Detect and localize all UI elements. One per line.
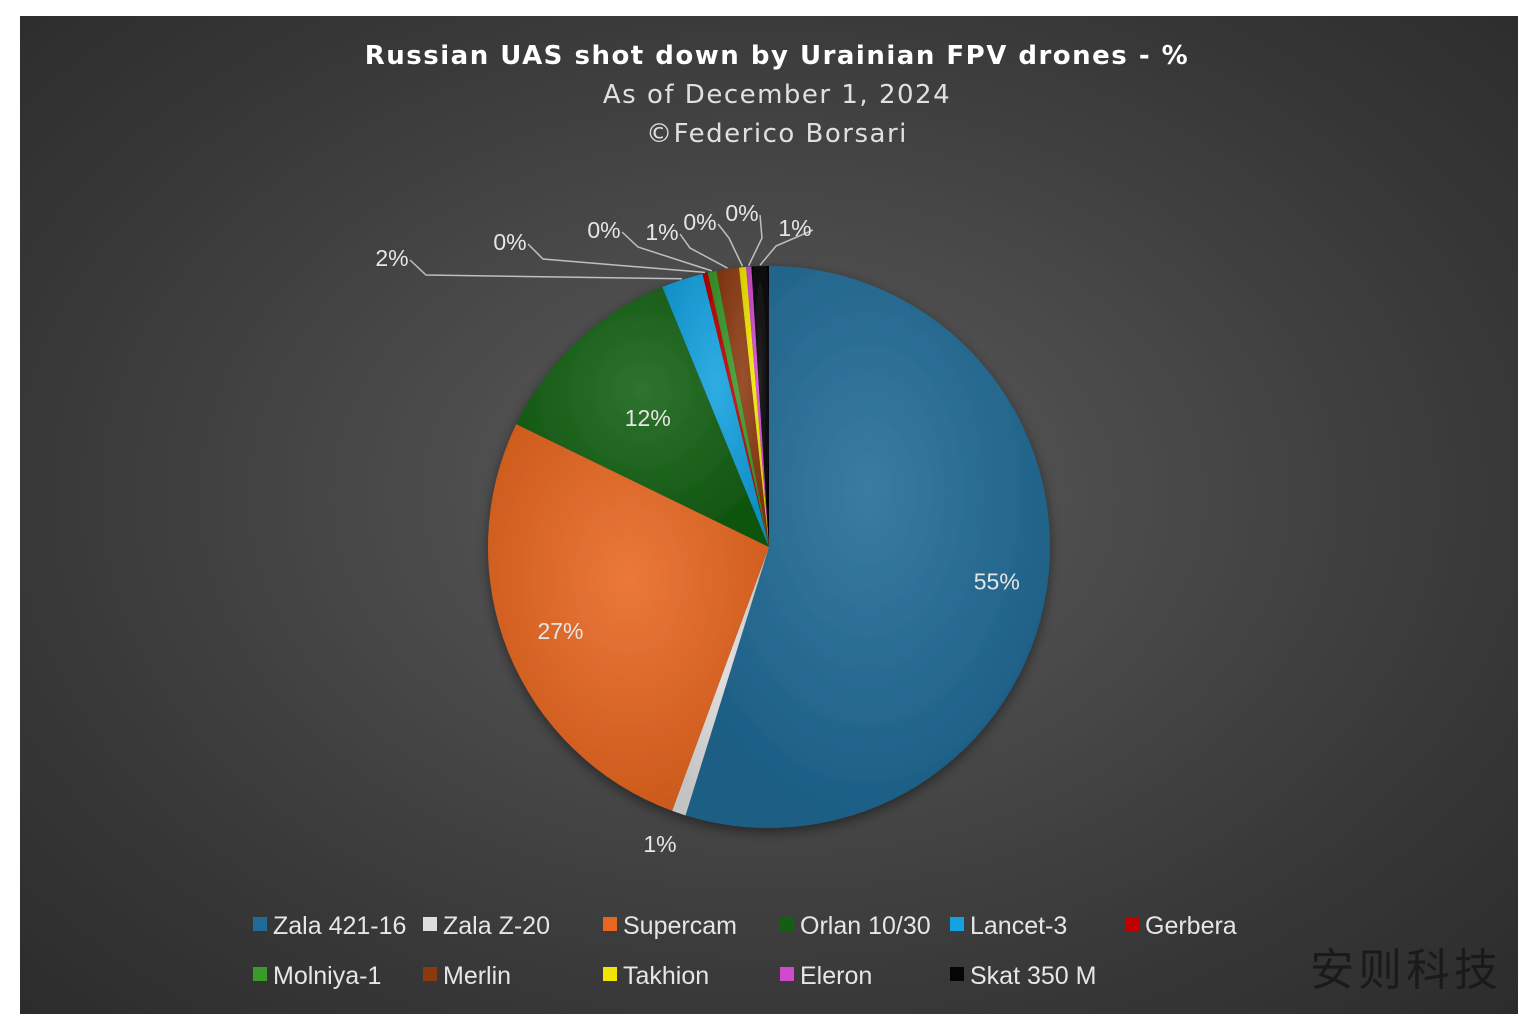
legend-item-lancet-3: Lancet-3 <box>950 912 1067 940</box>
leader-line-lancet-3 <box>409 259 682 280</box>
legend-item-eleron: Eleron <box>780 962 872 990</box>
legend-item-skat-350-m: Skat 350 M <box>950 962 1096 990</box>
data-label-zala-421-16: 55% <box>974 569 1020 595</box>
legend-item-zala-z-20: Zala Z-20 <box>423 912 550 940</box>
data-label-zala-z-20: 1% <box>643 831 676 857</box>
legend-swatch-takhion <box>603 967 617 981</box>
legend-label-zala-z-20: Zala Z-20 <box>443 912 550 940</box>
leader-line-gerbera <box>527 243 705 274</box>
legend-label-supercam: Supercam <box>623 912 737 940</box>
data-label-skat-350-m: 1% <box>778 215 811 241</box>
data-label-lancet-3: 2% <box>375 245 408 271</box>
legend-swatch-supercam <box>603 917 617 931</box>
legend-label-eleron: Eleron <box>800 962 872 990</box>
data-label-molniya-1: 0% <box>587 217 620 243</box>
legend-swatch-zala-421-16 <box>253 917 267 931</box>
pie-slice-shade-takhion <box>739 266 769 547</box>
legend-swatch-orlan-10-30 <box>780 917 794 931</box>
legend-swatch-molniya-1 <box>253 967 267 981</box>
pie-slice-shade-zala-z-20 <box>672 547 769 816</box>
data-label-merlin: 1% <box>645 219 678 245</box>
pie-slice-shade-supercam <box>488 424 769 811</box>
chart-credit: ©Federico Borsari <box>646 119 908 149</box>
data-label-eleron: 0% <box>725 200 758 226</box>
chart-frame: Russian UAS shot down by Urainian FPV dr… <box>20 16 1518 1014</box>
legend-item-zala-421-16: Zala 421-16 <box>253 912 406 940</box>
data-labels: 55%1%27%12%2%0% 0% 1% 0% 0%1% <box>375 200 1019 857</box>
legend-swatch-eleron <box>780 967 794 981</box>
leader-lines <box>409 214 814 280</box>
legend-label-merlin: Merlin <box>443 962 511 990</box>
leader-line-merlin <box>679 233 728 269</box>
chart-subtitle: As of December 1, 2024 <box>603 80 951 110</box>
pie-slice-shade-merlin <box>716 267 769 547</box>
data-label-supercam: 27% <box>537 618 583 644</box>
data-label-takhion: 0% <box>683 209 716 235</box>
leader-line-takhion <box>717 223 744 267</box>
legend-label-lancet-3: Lancet-3 <box>970 912 1067 940</box>
legend-swatch-merlin <box>423 967 437 981</box>
legend-swatch-skat-350-m <box>950 967 964 981</box>
leader-line-molniya-1 <box>621 231 713 272</box>
legend: Zala 421-16 Zala Z-20 Supercam Orlan 10/30 L… <box>253 912 1237 990</box>
chart-title: Russian UAS shot down by Urainian FPV dr… <box>365 41 1189 71</box>
data-label-orlan-10-30: 12% <box>625 405 671 431</box>
leader-line-skat-350-m <box>759 229 814 266</box>
legend-item-takhion: Takhion <box>603 962 709 990</box>
legend-swatch-gerbera <box>1125 917 1139 931</box>
legend-item-supercam: Supercam <box>603 912 737 940</box>
pie-slice-shade-skat-350-m <box>751 266 769 547</box>
pie-chart: Russian UAS shot down by Urainian FPV dr… <box>253 41 1237 990</box>
legend-swatch-zala-z-20 <box>423 917 437 931</box>
pie-slice-shade-molniya-1 <box>707 270 769 547</box>
legend-label-zala-421-16: Zala 421-16 <box>273 912 406 940</box>
legend-item-molniya-1: Molniya-1 <box>253 962 381 990</box>
legend-item-gerbera: Gerbera <box>1125 912 1237 940</box>
pie-slice-shade-gerbera <box>702 272 769 547</box>
pie-slice-shade-eleron <box>746 266 769 547</box>
pie-slice-shade-orlan-10-30 <box>516 287 769 547</box>
legend-item-merlin: Merlin <box>423 962 511 990</box>
legend-label-skat-350-m: Skat 350 M <box>970 962 1096 990</box>
legend-label-orlan-10-30: Orlan 10/30 <box>800 912 931 940</box>
legend-label-gerbera: Gerbera <box>1145 912 1237 940</box>
legend-swatch-lancet-3 <box>950 917 964 931</box>
legend-item-orlan-10-30: Orlan 10/30 <box>780 912 931 940</box>
watermark: 安则科技 <box>1310 945 1502 996</box>
pie-slice-shade-lancet-3 <box>662 273 769 547</box>
legend-label-takhion: Takhion <box>623 962 709 990</box>
pie-slices <box>488 266 1050 828</box>
leader-line-eleron <box>747 214 763 267</box>
legend-label-molniya-1: Molniya-1 <box>273 962 381 990</box>
pie-slice-shade-zala-421-16 <box>685 266 1050 828</box>
data-label-gerbera: 0% <box>493 229 526 255</box>
